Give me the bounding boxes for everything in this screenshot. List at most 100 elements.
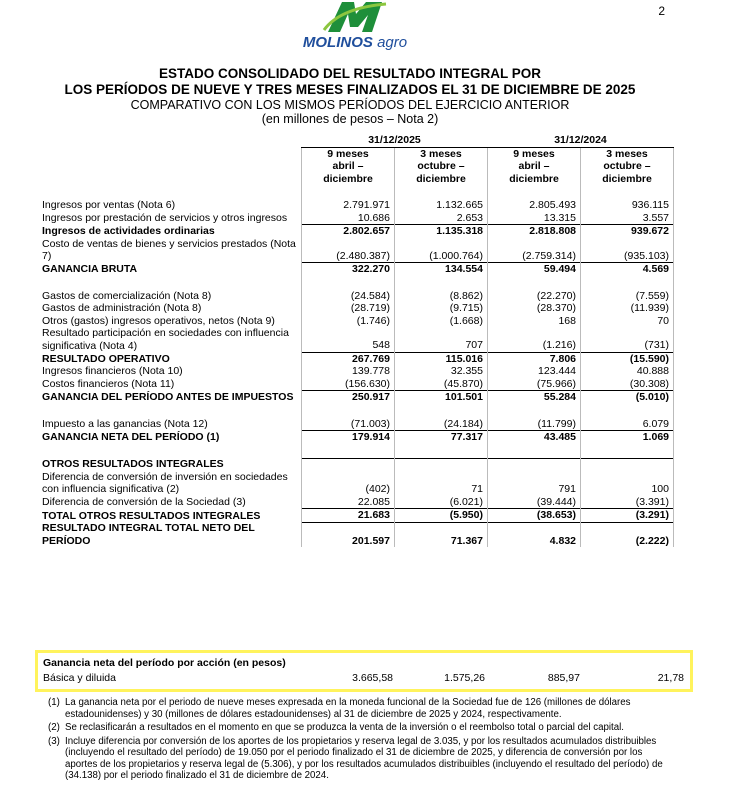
blank: [301, 443, 395, 458]
footnote-mark: (1): [48, 697, 60, 708]
blank: [580, 403, 674, 418]
statement-table: 31/12/2025 31/12/2024 9 meses abril – diciem…: [42, 134, 674, 547]
row: RESULTADO INTEGRAL TOTAL NETO DEL PERÍOD…: [42, 521, 674, 547]
value: 123.444: [487, 365, 581, 378]
value: 100: [580, 470, 674, 496]
value: (9.715): [394, 302, 488, 315]
blank: [394, 443, 488, 458]
row: GANANCIA NETA DEL PERÍODO (1) 179.914 77.3…: [42, 430, 674, 444]
value: 6.079: [580, 417, 674, 431]
value: (11.939): [580, 302, 674, 315]
value: (28.719): [301, 302, 395, 315]
row-label: Resultado participación en sociedades co…: [42, 327, 289, 352]
column-header-line: diciembre: [602, 172, 652, 185]
logo-brand: MOLINOS: [302, 34, 373, 51]
blank: [580, 275, 674, 290]
row-label: Ingresos de actividades ordinarias: [42, 225, 215, 237]
value: 139.778: [301, 365, 395, 378]
value: 55.284: [487, 390, 581, 404]
footnotes: (1) La ganancia neta por el periodo de nu…: [48, 697, 663, 784]
value: 115.016: [394, 351, 488, 365]
row-label: Otros (gastos) ingresos operativos, neto…: [42, 314, 275, 327]
value: 2.791.971: [301, 199, 395, 212]
value: (8.862): [394, 289, 488, 302]
logo-mark: [322, 2, 387, 32]
blank: [394, 185, 488, 199]
row: Costo de ventas de bienes y servicios pr…: [42, 237, 674, 263]
spacer: [42, 443, 674, 459]
row: Gastos de administración (Nota 8) (28.719…: [42, 302, 674, 315]
value: 22.085: [301, 495, 395, 509]
blank: [394, 403, 488, 418]
blank: [487, 403, 581, 418]
row: Resultado participación en sociedades co…: [42, 327, 674, 352]
row: Ingresos de actividades ordinarias 2.802.…: [42, 224, 674, 238]
value: (3.291): [580, 508, 674, 522]
column-header-line: 3 meses: [420, 147, 462, 160]
value: 7.806: [487, 351, 581, 365]
value: (15.590): [580, 351, 674, 365]
value: 43.485: [487, 430, 581, 444]
column-row: 9 meses abril – diciembre 3 meses octubre – d…: [42, 147, 674, 185]
row: GANANCIA BRUTA 322.270 134.554 59.494 4.569: [42, 262, 674, 276]
value: (5.010): [580, 390, 674, 404]
blank: [301, 403, 395, 418]
value: (28.370): [487, 302, 581, 315]
blank: [42, 444, 302, 459]
column-header: 3 meses octubre – diciembre: [580, 147, 674, 185]
column-header-line: octubre –: [603, 160, 651, 172]
footnote: (1) La ganancia neta por el periodo de nu…: [48, 697, 663, 720]
value: 3.557: [580, 211, 674, 225]
row: Ingresos por ventas (Nota 6) 2.791.971 1.1…: [42, 199, 674, 212]
row-label: Impuesto a las ganancias (Nota 12): [42, 418, 208, 430]
value: (3.391): [580, 495, 674, 509]
value: (1.746): [301, 314, 395, 327]
value: (39.444): [487, 495, 581, 509]
logo-suffix: agro: [377, 34, 408, 51]
logo: MOLINOS agro: [280, 0, 430, 55]
column-header-line: diciembre: [416, 172, 466, 185]
eps-value: 1.575,26: [444, 672, 485, 684]
row: TOTAL OTROS RESULTADOS INTEGRALES 21.683(…: [42, 508, 674, 522]
footnote-text: La ganancia neta por el periodo de nueve…: [65, 697, 631, 720]
row-label: Costo de ventas de bienes y servicios pr…: [42, 237, 296, 263]
value: (1.000.764): [394, 237, 488, 263]
value: (11.799): [487, 417, 581, 431]
blank: [394, 275, 488, 290]
blank: [42, 404, 302, 418]
value: (2.480.387): [301, 237, 395, 263]
column-header-line: octubre –: [417, 160, 465, 172]
value: 707: [394, 327, 488, 352]
blank: [42, 185, 302, 199]
value: 101.501: [394, 390, 488, 404]
period: 31/12/2025: [301, 134, 488, 148]
footnote-mark: (2): [48, 722, 60, 733]
value: 134.554: [394, 262, 488, 276]
value: (1.216): [487, 327, 581, 352]
value: 936.115: [580, 199, 674, 212]
blank: [580, 185, 674, 199]
title-line: LOS PERÍODOS DE NUEVE Y TRES MESES FINAL…: [64, 82, 636, 97]
units: (en millones de pesos – Nota 2): [261, 112, 439, 126]
header: ESTADO CONSOLIDADO DEL RESULTADO INTEGRA…: [0, 66, 700, 126]
eps-title: Ganancia neta del período por acción (en…: [43, 657, 286, 669]
blank: [301, 457, 395, 471]
value: (731): [580, 327, 674, 352]
blank: [487, 457, 581, 471]
title-line: ESTADO CONSOLIDADO DEL RESULTADO INTEGRA…: [158, 66, 541, 81]
value: 1.135.318: [394, 224, 488, 238]
value: 40.888: [580, 365, 674, 378]
value: 2.818.808: [487, 224, 581, 238]
row-label: Ingresos financieros (Nota 10): [42, 365, 183, 377]
row-label: GANANCIA BRUTA: [42, 263, 138, 275]
footnote-mark: (3): [48, 735, 60, 747]
value: 2.653: [394, 211, 488, 225]
row-label: Ingresos por ventas (Nota 6): [42, 199, 176, 211]
row: RESULTADO OPERATIVO 267.769 115.016 7.806 (1…: [42, 351, 674, 365]
row-label: Diferencia de conversión de la Sociedad …: [42, 496, 246, 508]
logo-shape: [328, 2, 382, 32]
blank: [580, 457, 674, 471]
column-header-line: 3 meses: [606, 147, 648, 160]
row-label: GANANCIA DEL PERÍODO ANTES DE IMPUESTOS: [42, 391, 294, 403]
